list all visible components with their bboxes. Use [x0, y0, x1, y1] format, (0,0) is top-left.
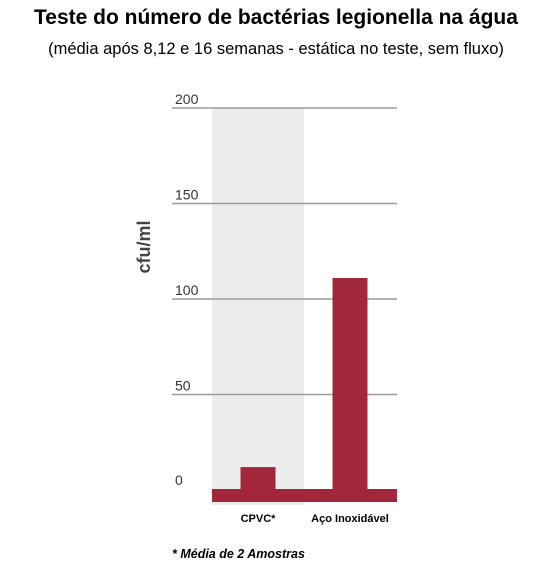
y-tick-label: 150	[175, 187, 199, 203]
highlight-band	[212, 108, 304, 505]
y-tick-label: 200	[175, 91, 199, 107]
chart-title: Teste do número de bactérias legionella …	[34, 6, 518, 29]
y-tick-label: 50	[175, 378, 191, 394]
x-category-label: Aço Inoxidável	[311, 513, 389, 525]
y-tick-label: 0	[175, 472, 183, 488]
baseline	[212, 489, 397, 502]
chart-subtitle: (média após 8,12 e 16 semanas - estática…	[48, 40, 504, 58]
bar-0	[240, 467, 276, 502]
footnote: * Média de 2 Amostras	[172, 547, 305, 561]
bar-1	[332, 277, 368, 502]
y-tick-label: 100	[175, 282, 199, 298]
x-category-label: CPVC*	[241, 513, 277, 525]
y-axis-label: cfu/ml	[134, 220, 154, 273]
